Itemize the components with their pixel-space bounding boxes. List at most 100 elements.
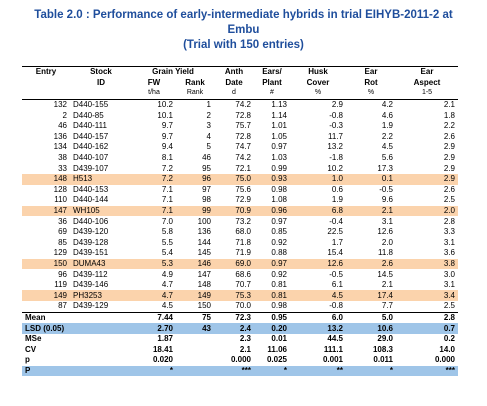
- table-cell: PH3253: [70, 290, 132, 302]
- table-cell: 9.4: [161, 142, 173, 152]
- table-cell: Entry: [22, 65, 70, 78]
- table-row: 134 D440-162 9.4 5 74.7 0.97 13.2 4.5 2.9: [22, 142, 458, 153]
- table-cell: 0.98: [271, 301, 287, 311]
- table-cell: 4.5: [290, 290, 346, 302]
- table-cell: 144: [197, 237, 211, 247]
- table-cell: 2.3: [239, 334, 251, 344]
- table-cell: 36: [58, 216, 67, 226]
- table-cell: 3.3: [443, 227, 455, 237]
- table-cell: 5.6: [381, 153, 393, 163]
- table-cell: 6.8: [290, 205, 346, 217]
- table-cell: 2.1: [381, 280, 393, 290]
- table-cell: 2.0: [396, 205, 458, 217]
- table-cell: -1.8: [329, 153, 343, 163]
- table-cell: 2.1: [239, 344, 251, 354]
- table-cell: [176, 334, 214, 345]
- table-cell: 1.14: [271, 110, 287, 120]
- table-cell: 9.7: [161, 121, 173, 131]
- table-row: 136 D440-157 9.7 4 72.8 1.05 11.7 2.2 2.6: [22, 132, 458, 143]
- table-cell: 69.0: [214, 258, 254, 270]
- table-cell: 2: [62, 110, 67, 120]
- table-cell: 134: [53, 142, 67, 152]
- table-cell: 3.1: [443, 237, 455, 247]
- table-cell: D439-151: [73, 248, 109, 258]
- table-cell: 2.5: [443, 195, 455, 205]
- table-cell: [22, 78, 70, 89]
- table-cell: 2.9: [443, 142, 455, 152]
- table-cell: 11.06: [267, 344, 287, 354]
- table-cell: 7.44: [132, 311, 176, 324]
- table-cell: 0.81: [271, 280, 287, 290]
- table-cell: 2.8: [396, 311, 458, 324]
- table-cell: 2.1: [443, 100, 455, 110]
- table-cell: 10.2: [327, 163, 343, 173]
- table-cell: 11.7: [328, 131, 343, 141]
- table-cell: 128: [53, 184, 67, 194]
- table-cell: [176, 365, 214, 377]
- table-cell: D440-111: [73, 121, 107, 131]
- table-cell: 146: [176, 258, 214, 270]
- table-cell: Plant: [262, 77, 282, 87]
- table-cell: 17.3: [377, 163, 393, 173]
- table-cell: *: [346, 365, 396, 377]
- table-cell: 0.2: [443, 334, 455, 344]
- table-cell: DUMA43: [70, 258, 132, 270]
- table-cell: 3.1: [443, 280, 455, 290]
- table-cell: 100: [197, 216, 211, 226]
- table-cell: 0.020: [152, 355, 173, 365]
- table-cell: 149: [176, 290, 214, 302]
- table-cell: 0.93: [254, 173, 290, 185]
- table-cell: 18.41: [152, 344, 173, 354]
- table-cell: 72.9: [235, 195, 251, 205]
- table-cell: 96: [58, 269, 67, 279]
- table-cell: 68.0: [235, 227, 251, 237]
- table-cell: D439-128: [73, 237, 109, 247]
- table-cell: 5.3: [132, 258, 176, 270]
- table-row: Entry Stock Grain Yield Anth Ears/Husk Ear Ear: [22, 65, 458, 78]
- table-cell: 0.81: [254, 290, 290, 302]
- table-cell: [70, 88, 132, 100]
- table-row: t/ha Rank d #%% 1-5: [22, 88, 458, 100]
- table-cell: 99: [176, 205, 214, 217]
- table-cell: 0.92: [271, 269, 287, 279]
- table-row: 132 D440-155 10.2 1 74.2 1.13 2.9 4.2 2.1: [22, 99, 458, 110]
- table-cell: 1.05: [271, 131, 287, 141]
- table-cell: 14.5: [377, 269, 393, 279]
- table-cell: D440-107: [73, 153, 109, 163]
- table-cell: 87: [58, 301, 67, 311]
- table-cell: H513: [70, 173, 132, 185]
- table-cell: 13.2: [290, 323, 346, 334]
- table-cell: FW: [147, 77, 161, 87]
- table-cell: 3.8: [396, 258, 458, 270]
- table-cell: -0.4: [329, 216, 343, 226]
- table-cell: Aspect: [413, 77, 441, 87]
- table-cell: 68.6: [235, 269, 251, 279]
- table-cell: Grain Yield: [132, 65, 214, 78]
- table-cell: 0.000: [434, 355, 455, 365]
- table-cell: #: [254, 88, 290, 100]
- table-cell: 69: [58, 227, 67, 237]
- table-cell: 0.88: [271, 248, 287, 258]
- table-row: p 0.020 0.000 0.025 0.001 0.011 0.000: [22, 355, 458, 366]
- table-cell: 1.0: [290, 173, 346, 185]
- table-cell: 4: [206, 131, 211, 141]
- table-cell: Rank: [176, 88, 214, 100]
- table-cell: 0.85: [271, 227, 287, 237]
- table-row: 148 H513 7.2 96 75.0 0.93 1.0 0.1 2.9: [22, 173, 458, 185]
- table-cell: 75.3: [214, 290, 254, 302]
- table-row: 129 D439-151 5.4 145 71.9 0.88 15.4 11.8 3.6: [22, 248, 458, 259]
- table-cell: 2.70: [132, 323, 176, 334]
- table-cell: 1.01: [271, 121, 287, 131]
- table-cell: 136: [197, 227, 211, 237]
- table-cell: Rot: [364, 77, 378, 87]
- table-row: Mean 7.44 75 72.3 0.95 6.0 5.0 2.8: [22, 311, 458, 324]
- table-cell: 7.1: [161, 195, 173, 205]
- table-cell: 4.7: [132, 290, 176, 302]
- table-cell: D440-106: [73, 216, 109, 226]
- table-cell: ID: [97, 77, 105, 87]
- table-cell: 3: [206, 121, 211, 131]
- table-cell: 75.0: [214, 173, 254, 185]
- table-cell: 13.2: [327, 142, 343, 152]
- table-cell: 17.4: [346, 290, 396, 302]
- table-cell: 1-5: [396, 88, 458, 100]
